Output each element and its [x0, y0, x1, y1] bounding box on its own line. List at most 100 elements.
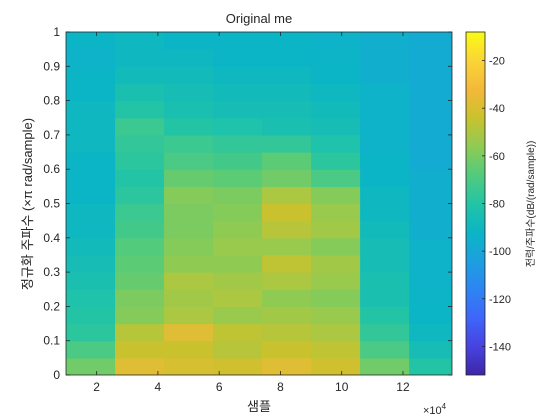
- x-tick-label: 4: [155, 380, 162, 394]
- colorbar-tick-label: -40: [489, 103, 505, 115]
- heatmap-cell: [66, 254, 116, 273]
- heatmap-cell: [66, 306, 116, 325]
- colorbar-tick-label: -60: [489, 151, 505, 163]
- heatmap-cell: [66, 323, 116, 342]
- heatmap-cell: [262, 169, 312, 187]
- heatmap-cell: [164, 323, 214, 342]
- heatmap-cell: [311, 203, 361, 222]
- heatmap-cell: [360, 289, 410, 307]
- heatmap-cell: [66, 83, 116, 102]
- heatmap-cell: [164, 117, 214, 136]
- heatmap-cell: [164, 169, 214, 187]
- heatmap-cell: [164, 306, 214, 325]
- colorbar-tick-label: -100: [489, 246, 511, 258]
- heatmap-cell: [115, 66, 165, 85]
- heatmap-cell: [213, 169, 263, 187]
- x-tick-label: 8: [277, 380, 284, 394]
- heatmap-cell: [66, 272, 116, 290]
- y-tick-label: 0.1: [43, 334, 60, 348]
- heatmap-cell: [360, 186, 410, 205]
- heatmap-cell: [66, 32, 116, 50]
- heatmap-cell: [262, 49, 312, 67]
- heatmap-cell: [409, 117, 452, 136]
- heatmap-cell: [164, 203, 214, 222]
- heatmap-cell: [409, 323, 452, 342]
- heatmap-cell: [311, 272, 361, 290]
- heatmap-cell: [409, 66, 452, 85]
- heatmap-cell: [311, 306, 361, 325]
- heatmap-cell: [311, 134, 361, 153]
- y-tick-label: 1: [53, 25, 60, 39]
- heatmap-cell: [360, 306, 410, 325]
- heatmap-cell: [164, 237, 214, 256]
- heatmap-cell: [262, 152, 312, 170]
- chart-title: Original me: [226, 11, 292, 26]
- colorbar-tick-label: -20: [489, 56, 505, 68]
- heatmap-cell: [409, 100, 452, 119]
- heatmap-cell: [311, 323, 361, 342]
- heatmap-cell: [262, 186, 312, 205]
- heatmap-cell: [311, 237, 361, 256]
- x-tick-label: 10: [335, 380, 349, 394]
- y-tick-label: 0.2: [43, 299, 60, 313]
- heatmap-cell: [115, 134, 165, 153]
- heatmap-cell: [115, 254, 165, 273]
- heatmap-cell: [213, 49, 263, 67]
- x-tick-label: 12: [396, 380, 410, 394]
- heatmap-cell: [360, 237, 410, 256]
- heatmap-cell: [360, 117, 410, 136]
- y-tick-label: 0.4: [43, 231, 60, 245]
- heatmap-cell: [213, 237, 263, 256]
- heatmap-cell: [409, 32, 452, 50]
- heatmap-cell: [115, 237, 165, 256]
- colorbar-label: 전력/주파수(dB/(rad/sample)): [525, 141, 537, 268]
- heatmap-cell: [409, 306, 452, 325]
- colorbar-ticks: -20 -40 -60 -80 -100 -120 -140: [482, 56, 511, 353]
- heatmap-cell: [409, 340, 452, 359]
- heatmap-cell: [311, 152, 361, 170]
- heatmap-cell: [66, 357, 116, 375]
- heatmap-cell: [409, 203, 452, 222]
- heatmap-cell: [262, 100, 312, 119]
- heatmap-cell: [360, 220, 410, 239]
- heatmap-cell: [262, 117, 312, 136]
- heatmap-cell: [164, 100, 214, 119]
- heatmap-cell: [115, 357, 165, 375]
- heatmap-cell: [66, 66, 116, 85]
- heatmap-cell: [360, 100, 410, 119]
- heatmap-cell: [262, 306, 312, 325]
- heatmap-cell: [213, 272, 263, 290]
- heatmap-cell: [115, 152, 165, 170]
- x-tick-label: 6: [216, 380, 223, 394]
- heatmap-cell: [262, 134, 312, 153]
- heatmap-cell: [164, 289, 214, 307]
- heatmap-cell: [311, 49, 361, 67]
- heatmap-cell: [262, 254, 312, 273]
- heatmap-cell: [409, 254, 452, 273]
- colorbar-tick-label: -80: [489, 199, 505, 211]
- heatmap-cell: [66, 152, 116, 170]
- heatmap-cell: [213, 357, 263, 375]
- y-axis-ticks: 0 0.1 0.2 0.3 0.4 0.5 0.6 0.7 0.8 0.9 1: [43, 25, 452, 382]
- heatmap-cell: [66, 117, 116, 136]
- heatmap-cell: [360, 254, 410, 273]
- y-tick-label: 0.8: [43, 94, 60, 108]
- heatmap-cell: [115, 100, 165, 119]
- heatmap-cell: [409, 237, 452, 256]
- y-tick-label: 0.6: [43, 162, 60, 176]
- heatmap-cell: [213, 220, 263, 239]
- x-exponent-power: 4: [442, 402, 447, 411]
- heatmap-area: [66, 32, 452, 375]
- y-tick-label: 0.9: [43, 59, 60, 73]
- x-exponent-base: ×10: [423, 405, 442, 417]
- heatmap-cell: [115, 306, 165, 325]
- heatmap-cell: [66, 237, 116, 256]
- heatmap-cell: [311, 32, 361, 50]
- colorbar-tick-label: -120: [489, 294, 511, 306]
- heatmap-cell: [311, 289, 361, 307]
- heatmap-cell: [262, 237, 312, 256]
- y-tick-label: 0.3: [43, 265, 60, 279]
- heatmap-cell: [115, 203, 165, 222]
- heatmap-cell: [164, 186, 214, 205]
